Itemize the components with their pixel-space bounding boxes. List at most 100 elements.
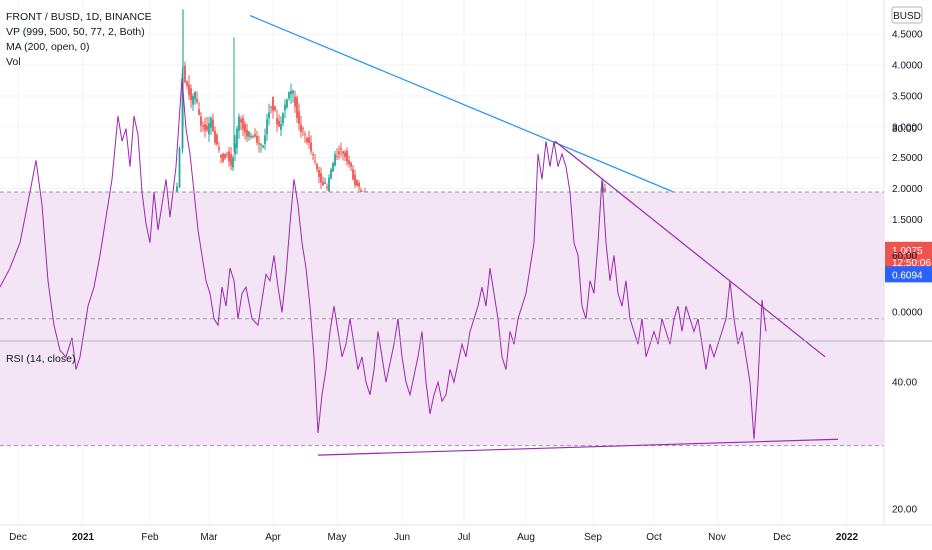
candle-body [178, 148, 181, 188]
time-tick-label: Nov [708, 532, 726, 543]
vol-indicator-label[interactable]: Vol [6, 56, 21, 68]
candle-body [206, 125, 208, 131]
rsi-legend: RSI (14, close) [6, 352, 75, 367]
candle-body [312, 153, 314, 155]
candle-body [296, 97, 298, 118]
price-tick-label: 1.5000 [892, 215, 923, 226]
candle-body [188, 84, 190, 95]
candle-body [330, 169, 332, 179]
candle-body [358, 182, 360, 187]
candle-body [308, 137, 310, 143]
candle-body [302, 128, 304, 130]
candle-body [204, 124, 206, 131]
candle-body [210, 117, 212, 128]
candle-body [334, 154, 336, 166]
candle-body [310, 142, 312, 152]
candle-body [272, 96, 274, 111]
rsi-tick-label: 20.00 [892, 505, 917, 516]
candle-body [244, 123, 246, 133]
candle-body [298, 111, 300, 124]
candle-body [316, 164, 318, 170]
candle-body [356, 179, 358, 186]
candle-body [248, 131, 250, 137]
candle-body [294, 96, 296, 107]
candle-body [202, 125, 204, 127]
candle-body [320, 173, 322, 183]
time-tick-label: Mar [200, 532, 218, 543]
candle-body [350, 162, 352, 167]
candle-body [200, 116, 202, 126]
candle-body [292, 90, 294, 94]
time-tick-label: Dec [9, 532, 27, 543]
candle-body [238, 116, 240, 131]
candle-body [326, 186, 328, 188]
candle-body [284, 104, 286, 111]
level-price-tag [885, 266, 932, 283]
candle-body [196, 98, 198, 103]
candle-body [286, 99, 288, 108]
rsi-pane[interactable] [0, 77, 884, 525]
candle-body [306, 137, 308, 143]
price-tick-label: 0.0000 [892, 308, 923, 319]
candle-body [240, 119, 242, 123]
time-tick-label: Jun [394, 532, 410, 543]
candle-body [328, 177, 330, 192]
countdown-value: 12:50:06 [892, 258, 931, 269]
candle-body [190, 88, 192, 101]
candle-body [254, 134, 256, 137]
candle-body [266, 119, 268, 135]
candle-body [250, 135, 252, 138]
candle-body [262, 145, 264, 148]
candle-body [242, 118, 244, 130]
candle-body [258, 142, 260, 145]
time-tick-label: Dec [773, 532, 791, 543]
rsi-tick-label: 80.00 [892, 124, 917, 135]
price-tick-label: 3.5000 [892, 91, 923, 102]
currency-label: BUSD [893, 11, 921, 22]
candle-body [214, 130, 216, 144]
rsi-tick-label: 60.00 [892, 251, 917, 262]
vp-indicator-label[interactable]: VP (999, 500, 50, 77, 2, Both) [6, 26, 145, 38]
candle-body [274, 106, 276, 111]
candle-body [208, 123, 210, 134]
candle-body [218, 147, 220, 150]
candle-body [332, 162, 334, 172]
candle-body [260, 144, 262, 146]
candle-body [288, 91, 290, 99]
candle-body [344, 152, 346, 157]
candle-body [322, 181, 324, 186]
candle-body [192, 96, 194, 105]
candle-body [224, 153, 226, 159]
candle-body [216, 134, 218, 145]
rsi-indicator-label[interactable]: RSI (14, close) [6, 353, 76, 365]
rsi-upper-trendline [554, 140, 826, 358]
candle-body [270, 106, 272, 108]
candle-body [256, 135, 258, 143]
candle-body [198, 109, 200, 115]
candle-body [228, 151, 230, 162]
candle-body [278, 120, 280, 127]
candle-body [222, 153, 224, 162]
candle-body [348, 160, 350, 164]
candle-body [346, 150, 348, 162]
time-tick-label: 2021 [72, 532, 95, 543]
symbol-title[interactable]: FRONT / BUSD, 1D, BINANCE [6, 11, 152, 23]
candle-body [290, 90, 292, 95]
candle-body [342, 151, 344, 154]
candle-body [236, 128, 238, 148]
price-tick-label: 4.5000 [892, 30, 923, 41]
ma-indicator-label[interactable]: MA (200, open, 0) [6, 41, 90, 53]
candle-body [186, 81, 188, 86]
candle-body [318, 170, 320, 177]
candle-body [336, 155, 338, 157]
rsi-tick-label: 40.00 [892, 378, 917, 389]
time-tick-label: Oct [646, 532, 662, 543]
candle-body [264, 135, 266, 144]
chart-legend: FRONT / BUSD, 1D, BINANCE VP (999, 500, … [6, 10, 152, 70]
time-tick-label: May [328, 532, 347, 543]
candle-body [246, 129, 248, 137]
candle-body [282, 113, 284, 124]
candle-body [314, 160, 316, 162]
